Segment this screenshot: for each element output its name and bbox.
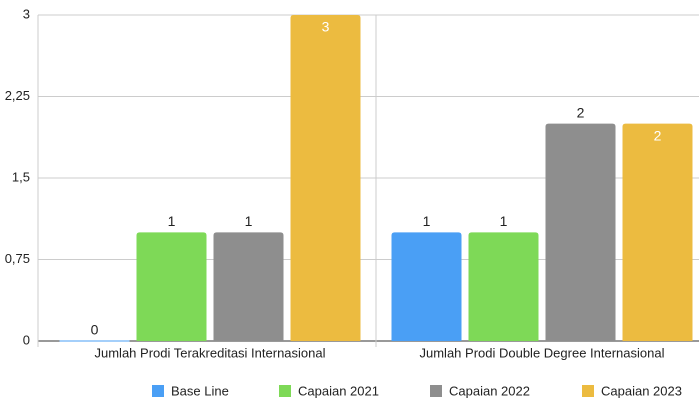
value-label: 3	[322, 19, 330, 35]
value-label: 1	[500, 213, 508, 229]
value-label: 2	[577, 104, 585, 120]
x-tick-label: Jumlah Prodi Terakreditasi Internasional	[95, 345, 326, 360]
bar	[545, 123, 616, 342]
y-tick-label: 0	[23, 332, 30, 347]
bar	[213, 232, 284, 341]
legend-swatch	[279, 385, 291, 397]
value-label: 1	[423, 213, 431, 229]
value-label: 1	[168, 213, 176, 229]
value-label: 0	[91, 322, 99, 338]
y-tick-label: 1,5	[12, 169, 30, 184]
legend-label: Capaian 2023	[601, 383, 682, 398]
x-tick-label: Jumlah Prodi Double Degree Internasional	[420, 345, 665, 360]
bar	[622, 123, 693, 342]
legend-label: Capaian 2021	[298, 383, 379, 398]
y-tick-label: 0,75	[5, 251, 30, 266]
legend-label: Base Line	[171, 383, 229, 398]
value-label: 2	[654, 127, 662, 143]
bar	[136, 232, 207, 341]
legend-swatch	[582, 385, 594, 397]
bar	[468, 232, 539, 341]
value-label: 1	[245, 213, 253, 229]
bar	[290, 15, 361, 341]
legend-swatch	[430, 385, 442, 397]
legend-swatch	[152, 385, 164, 397]
legend-label: Capaian 2022	[449, 383, 530, 398]
bar	[391, 232, 462, 341]
y-tick-label: 3	[23, 6, 30, 21]
y-tick-label: 2,25	[5, 88, 30, 103]
